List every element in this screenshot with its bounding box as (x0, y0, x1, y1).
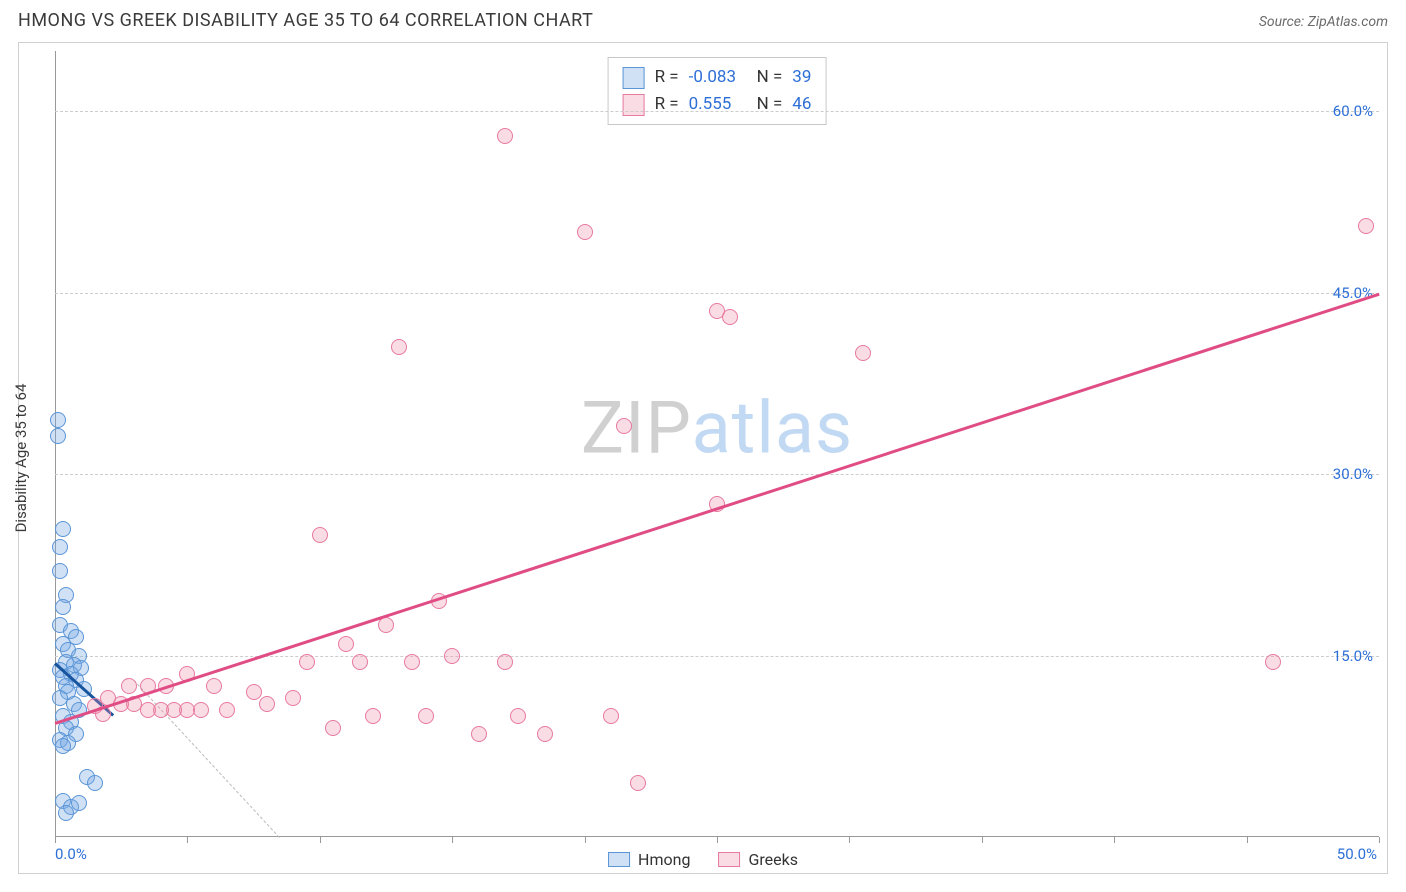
hmong-swatch (623, 67, 645, 89)
greeks-swatch (623, 94, 645, 116)
x-tick (849, 837, 850, 843)
y-tick-label: 15.0% (1333, 647, 1373, 665)
r-label: R = (655, 91, 679, 118)
x-tick (187, 837, 188, 843)
gridline (55, 111, 1379, 112)
data-point (50, 428, 66, 444)
data-point (299, 654, 315, 670)
gridline (55, 474, 1379, 475)
data-point (1358, 218, 1374, 234)
watermark-b: atlas (692, 386, 854, 471)
chart-container: Disability Age 35 to 64 ZIPatlas R = -0.… (18, 42, 1388, 874)
x-tick-label: 50.0% (1337, 845, 1377, 863)
data-point (616, 418, 632, 434)
x-tick (585, 837, 586, 843)
data-point (378, 617, 394, 633)
plot-area: ZIPatlas R = -0.083 N = 39 R = 0.555 N =… (55, 51, 1379, 837)
x-tick (55, 837, 56, 843)
hmong-n-value: 39 (792, 64, 811, 91)
greeks-r-value: 0.555 (689, 91, 747, 118)
data-point (510, 708, 526, 724)
data-point (497, 654, 513, 670)
x-tick (452, 837, 453, 843)
gridline (55, 293, 1379, 294)
data-point (285, 690, 301, 706)
hmong-legend-label: Hmong (638, 850, 690, 869)
data-point (52, 563, 68, 579)
data-point (259, 696, 275, 712)
data-point (55, 738, 71, 754)
data-point (121, 678, 137, 694)
data-point (365, 708, 381, 724)
correlation-legend: R = -0.083 N = 39 R = 0.555 N = 46 (608, 57, 827, 125)
watermark-a: ZIP (581, 386, 692, 471)
data-point (1265, 654, 1281, 670)
legend-item-greeks: Greeks (718, 850, 798, 869)
data-point (497, 128, 513, 144)
data-point (87, 775, 103, 791)
legend-item-hmong: Hmong (608, 850, 690, 869)
data-point (471, 726, 487, 742)
legend-row-greeks: R = 0.555 N = 46 (623, 91, 812, 118)
data-point (55, 599, 71, 615)
data-point (52, 539, 68, 555)
data-point (577, 224, 593, 240)
legend-row-hmong: R = -0.083 N = 39 (623, 64, 812, 91)
source-name: ZipAtlas.com (1308, 14, 1388, 30)
x-tick (1247, 837, 1248, 843)
data-point (603, 708, 619, 724)
greeks-legend-swatch (718, 852, 740, 867)
data-point (391, 339, 407, 355)
n-label: N = (757, 64, 783, 91)
data-point (71, 795, 87, 811)
hmong-r-value: -0.083 (689, 64, 747, 91)
trend-line (55, 293, 1380, 725)
source-attribution: Source: ZipAtlas.com (1259, 11, 1388, 30)
x-tick (982, 837, 983, 843)
greeks-n-value: 46 (792, 91, 811, 118)
data-point (312, 527, 328, 543)
data-point (444, 648, 460, 664)
hmong-legend-swatch (608, 852, 630, 867)
data-point (537, 726, 553, 742)
x-tick (717, 837, 718, 843)
y-tick-label: 30.0% (1333, 465, 1373, 483)
y-axis-label: Disability Age 35 to 64 (12, 309, 30, 458)
r-label: R = (655, 64, 679, 91)
chart-title: HMONG VS GREEK DISABILITY AGE 35 TO 64 C… (18, 10, 593, 31)
data-point (404, 654, 420, 670)
x-tick (320, 837, 321, 843)
data-point (418, 708, 434, 724)
data-point (50, 412, 66, 428)
data-point (325, 720, 341, 736)
data-point (630, 775, 646, 791)
data-point (206, 678, 222, 694)
data-point (219, 702, 235, 718)
data-point (246, 684, 262, 700)
data-point (55, 521, 71, 537)
x-tick-label: 0.0% (55, 845, 87, 863)
source-prefix: Source: (1259, 14, 1308, 30)
x-tick (1379, 837, 1380, 843)
n-label: N = (757, 91, 783, 118)
data-point (855, 345, 871, 361)
data-point (709, 303, 725, 319)
data-point (352, 654, 368, 670)
greeks-legend-label: Greeks (748, 850, 798, 869)
data-point (338, 636, 354, 652)
y-tick-label: 60.0% (1333, 102, 1373, 120)
series-legend: Hmong Greeks (608, 850, 798, 869)
x-tick (1114, 837, 1115, 843)
